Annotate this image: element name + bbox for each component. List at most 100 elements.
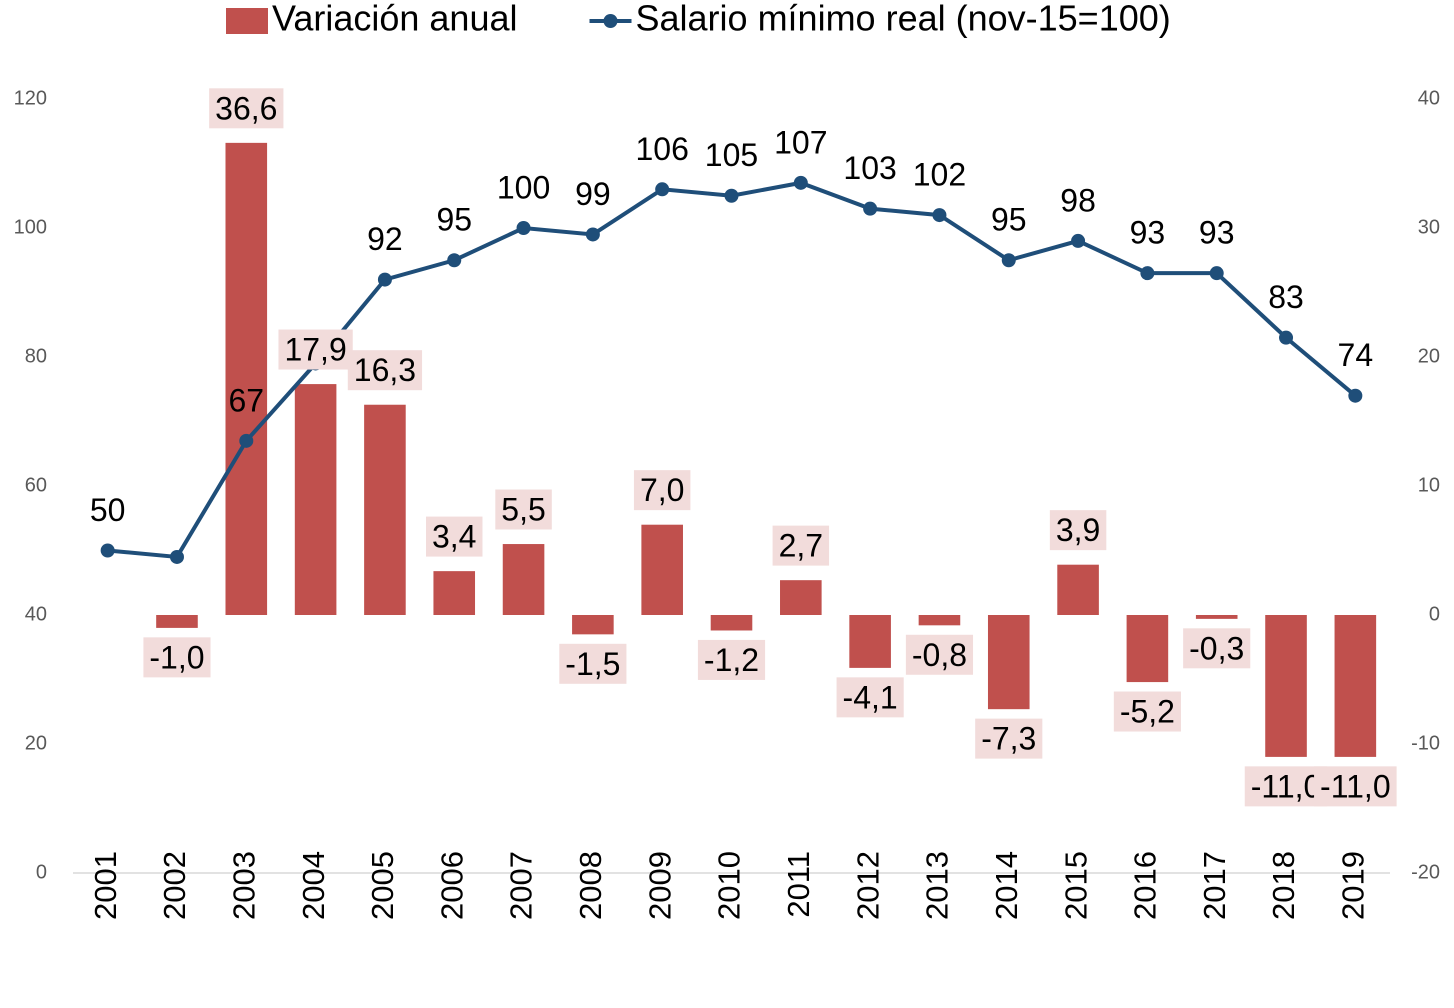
data-label: 93 — [1130, 215, 1166, 251]
line-point — [932, 208, 947, 223]
data-label-box — [495, 489, 552, 530]
x-tick-label: 2015 — [1058, 851, 1093, 920]
line-point — [1348, 388, 1363, 403]
data-label-box — [209, 88, 284, 129]
x-tick-label: 2009 — [642, 851, 677, 920]
data-label-group: -5,2 — [1113, 691, 1181, 732]
data-label-box — [975, 718, 1043, 759]
data-label-box — [1113, 691, 1181, 732]
data-label-box — [278, 329, 353, 370]
data-label: 50 — [90, 492, 126, 528]
data-label: 100 — [497, 169, 550, 205]
x-tick-label: 2002 — [157, 851, 192, 920]
x-tick-label: 2007 — [504, 851, 539, 920]
data-label-group: -0,8 — [905, 634, 974, 675]
y2-tick-label: 40 — [1418, 87, 1440, 109]
data-label: 93 — [1199, 215, 1235, 251]
x-tick-label: 2017 — [1197, 851, 1232, 920]
y2-tick-label: 20 — [1418, 345, 1440, 367]
data-label-group: 3,9 — [1049, 510, 1107, 551]
line-point — [1279, 330, 1294, 345]
data-label: -11,0 — [1251, 768, 1322, 804]
data-label: 106 — [635, 131, 688, 167]
data-label-group: 74 — [1338, 337, 1374, 373]
data-label-group: 102 — [913, 157, 966, 193]
data-label: 36,6 — [215, 90, 277, 126]
data-label-group: 16,3 — [347, 350, 423, 391]
y-tick-label: 120 — [14, 87, 47, 109]
data-label-box — [425, 516, 483, 557]
data-label-group: 95 — [991, 202, 1027, 238]
bar — [294, 384, 337, 615]
y2-tick-label: -10 — [1411, 732, 1440, 754]
x-tick-label: 2011 — [781, 851, 816, 918]
bar — [710, 615, 753, 631]
line-point — [1001, 253, 1016, 268]
data-label: 3,4 — [432, 519, 476, 555]
bar — [1126, 615, 1169, 683]
data-label: 2,7 — [779, 528, 823, 564]
legend-label: Salario mínimo real (nov-15=100) — [636, 0, 1171, 39]
data-label-group: 99 — [575, 176, 611, 212]
x-tick-label: 2008 — [573, 851, 608, 920]
data-label-group: -1,2 — [697, 639, 766, 680]
bar — [572, 615, 614, 635]
data-label-group: -7,3 — [975, 718, 1043, 759]
data-label: 98 — [1060, 182, 1096, 218]
legend-label: Variación anual — [272, 0, 518, 39]
data-label-group: 5,5 — [495, 489, 552, 530]
data-label-group: 17,9 — [278, 329, 353, 370]
bar — [156, 615, 198, 628]
data-label: 74 — [1338, 337, 1374, 373]
y-tick-label: 80 — [25, 345, 47, 367]
x-tick-label: 2001 — [88, 851, 123, 920]
x-tick-label: 2016 — [1128, 851, 1163, 920]
bar — [225, 142, 268, 616]
line-point — [516, 221, 531, 235]
y2-tick-label: 0 — [1429, 603, 1440, 625]
x-tick-label: 2004 — [296, 851, 331, 920]
data-label-group: -1,0 — [143, 637, 211, 678]
data-label: 107 — [774, 124, 827, 160]
data-label: 16,3 — [354, 352, 416, 388]
bar — [780, 580, 822, 615]
line-point — [169, 549, 184, 564]
data-label: -11,0 — [1320, 768, 1391, 804]
bar — [1057, 564, 1099, 615]
line-point — [1209, 266, 1224, 281]
data-label: -1,2 — [704, 642, 759, 678]
x-tick-label: 2019 — [1336, 851, 1371, 920]
data-label-group: 93 — [1130, 215, 1166, 251]
data-label: -1,5 — [565, 646, 620, 682]
x-tick-label: 2003 — [226, 851, 261, 920]
line-point — [863, 201, 878, 216]
x-tick-label: 2005 — [365, 851, 400, 920]
data-label: 103 — [843, 150, 896, 186]
data-label-group: 100 — [497, 169, 550, 205]
data-label-box — [1244, 766, 1328, 807]
bar — [918, 615, 961, 626]
data-label-group: -4,1 — [836, 677, 904, 718]
data-label-group: 7,0 — [633, 470, 691, 511]
line-point — [1071, 233, 1086, 248]
data-label-box — [347, 350, 423, 391]
data-label-group: 98 — [1060, 182, 1096, 218]
x-tick-label: 2012 — [850, 851, 885, 920]
y2-tick-label: 10 — [1418, 474, 1440, 496]
bar — [849, 615, 891, 668]
data-label: 17,9 — [284, 332, 346, 368]
data-label-group: 36,6 — [209, 88, 284, 129]
x-tick-label: 2013 — [920, 851, 955, 920]
data-label-box — [633, 470, 691, 511]
x-tick-label: 2018 — [1266, 851, 1301, 920]
data-label-box — [1049, 510, 1107, 551]
bar — [364, 404, 406, 615]
data-label-group: 106 — [635, 131, 688, 167]
data-label: -4,1 — [843, 679, 898, 715]
data-label-group: -11,0 — [1314, 766, 1397, 807]
line-point — [585, 227, 600, 242]
data-label: 67 — [228, 382, 264, 418]
data-label-box — [772, 525, 830, 566]
bar — [433, 571, 476, 615]
data-label: 3,9 — [1056, 512, 1100, 548]
